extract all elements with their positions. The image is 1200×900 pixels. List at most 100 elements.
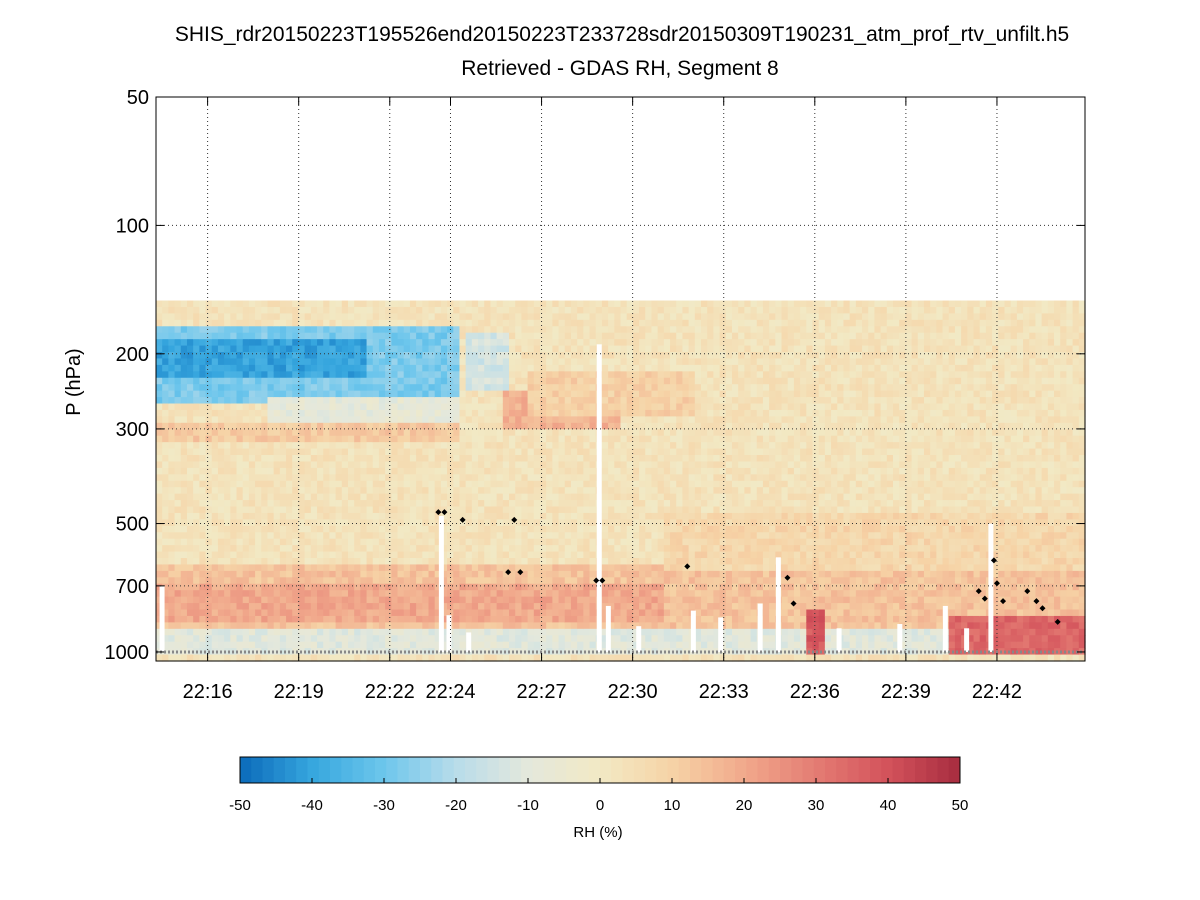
- heatmap-cell: [651, 455, 659, 463]
- heatmap-cell: [620, 641, 628, 649]
- heatmap-cell: [335, 364, 343, 372]
- heatmap-cell: [552, 409, 560, 417]
- heatmap-cell: [564, 364, 572, 372]
- heatmap-cell: [267, 313, 275, 321]
- heatmap-cell: [416, 596, 423, 604]
- heatmap-cell: [156, 467, 163, 475]
- heatmap-cell: [329, 570, 337, 578]
- heatmap-cell: [378, 512, 386, 520]
- heatmap-cell: [193, 519, 200, 527]
- heatmap-cell: [366, 487, 374, 495]
- heatmap-cell: [168, 519, 176, 527]
- heatmap-cell: [527, 532, 535, 540]
- heatmap-cell: [317, 339, 324, 347]
- heatmap-cell: [670, 339, 677, 347]
- heatmap-cell: [180, 442, 188, 450]
- heatmap-cell: [162, 615, 169, 623]
- heatmap-cell: [453, 319, 461, 327]
- heatmap-cell: [298, 313, 306, 321]
- heatmap-cell: [279, 358, 287, 366]
- heatmap-cell: [558, 596, 566, 604]
- heatmap-cell: [236, 461, 244, 469]
- heatmap-cell: [422, 422, 430, 430]
- heatmap-cell: [670, 532, 677, 540]
- heatmap-cell: [230, 409, 238, 417]
- heatmap-cell: [570, 416, 578, 424]
- heatmap-cell: [292, 654, 300, 662]
- heatmap-cell: [552, 339, 560, 347]
- heatmap-cell: [397, 615, 405, 623]
- heatmap-cell: [502, 622, 510, 630]
- heatmap-cell: [193, 590, 200, 598]
- heatmap-cell: [564, 654, 572, 662]
- heatmap-cell: [651, 577, 659, 585]
- heatmap-cell: [267, 615, 275, 623]
- heatmap-cell: [335, 590, 343, 598]
- heatmap-cell: [286, 596, 293, 604]
- heatmap-cell: [360, 429, 368, 437]
- heatmap-cell: [199, 435, 207, 443]
- heatmap-cell: [478, 377, 485, 385]
- heatmap-cell: [298, 654, 306, 662]
- heatmap-cell: [335, 500, 343, 508]
- heatmap-cell: [199, 519, 207, 527]
- heatmap-cell: [539, 339, 547, 347]
- heatmap-cell: [230, 403, 238, 411]
- heatmap-cell: [409, 326, 417, 334]
- heatmap-cell: [230, 358, 238, 366]
- heatmap-cell: [583, 577, 591, 585]
- heatmap-cell: [217, 326, 225, 334]
- heatmap-cell: [651, 487, 659, 495]
- heatmap-cell: [558, 622, 566, 630]
- heatmap-cell: [682, 300, 690, 308]
- heatmap-cell: [527, 384, 535, 392]
- heatmap-cell: [193, 558, 200, 566]
- heatmap-cell: [539, 648, 547, 656]
- heatmap-cell: [694, 603, 702, 611]
- heatmap-cell: [217, 339, 225, 347]
- heatmap-cell: [211, 532, 219, 540]
- heatmap-cell: [626, 352, 634, 360]
- heatmap-cell: [347, 409, 355, 417]
- heatmap-cell: [397, 551, 405, 559]
- heatmap-cell: [539, 628, 547, 636]
- heatmap-cell: [391, 532, 399, 540]
- heatmap-cell: [224, 558, 231, 566]
- heatmap-cell: [639, 416, 646, 424]
- heatmap-cell: [341, 397, 349, 405]
- heatmap-cell: [385, 371, 392, 379]
- heatmap-cell: [329, 525, 337, 533]
- heatmap-cell: [310, 448, 318, 456]
- heatmap-cell: [409, 422, 417, 430]
- heatmap-cell: [670, 467, 677, 475]
- heatmap-cell: [366, 339, 374, 347]
- heatmap-cell: [527, 409, 535, 417]
- heatmap-cell: [168, 583, 176, 591]
- heatmap-cell: [645, 603, 653, 611]
- heatmap-cell: [478, 455, 485, 463]
- heatmap-cell: [211, 377, 219, 385]
- heatmap-cell: [409, 583, 417, 591]
- heatmap-cell: [422, 558, 430, 566]
- heatmap-cell: [533, 519, 541, 527]
- heatmap-cell: [663, 455, 671, 463]
- heatmap-cell: [645, 332, 653, 340]
- heatmap-cell: [484, 500, 492, 508]
- heatmap-cell: [577, 461, 584, 469]
- heatmap-cell: [521, 615, 529, 623]
- heatmap-cell: [521, 590, 529, 598]
- heatmap-cell: [211, 326, 219, 334]
- heatmap-cell: [509, 455, 516, 463]
- heatmap-cell: [478, 422, 485, 430]
- heatmap-cell: [180, 352, 188, 360]
- heatmap-cell: [416, 551, 423, 559]
- heatmap-cell: [614, 519, 622, 527]
- heatmap-cell: [286, 474, 293, 482]
- heatmap-cell: [453, 313, 461, 321]
- heatmap-cell: [335, 397, 343, 405]
- heatmap-cell: [360, 577, 368, 585]
- heatmap-cell: [626, 448, 634, 456]
- heatmap-cell: [577, 474, 584, 482]
- heatmap-cell: [657, 319, 665, 327]
- heatmap-cell: [310, 377, 318, 385]
